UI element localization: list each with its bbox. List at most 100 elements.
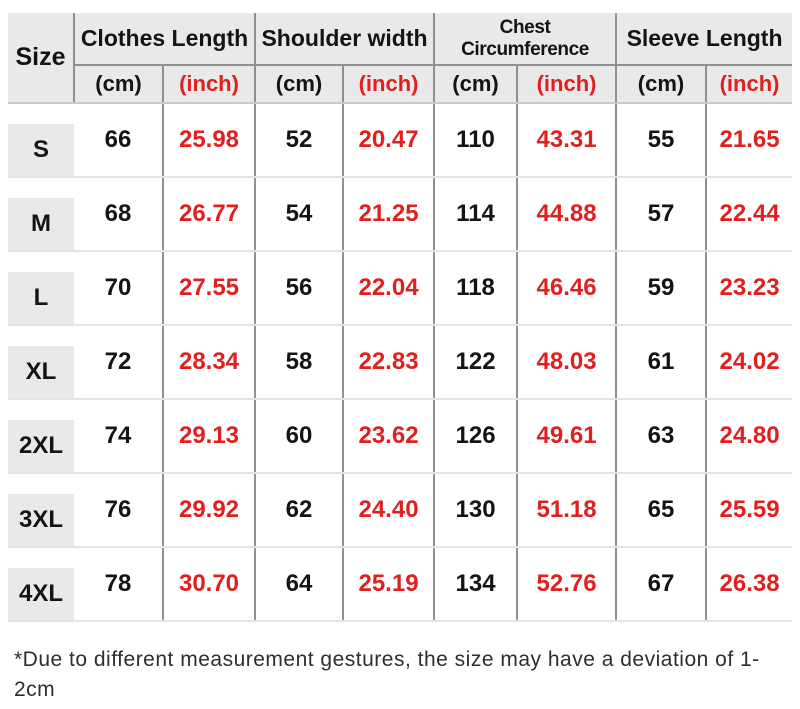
header-unit-row: (cm) (inch) (cm) (inch) (cm) (inch) (cm)…	[8, 65, 793, 104]
inch-value-cell: 51.18	[516, 473, 617, 548]
size-table-body: S 66 25.98 52 20.47 110 43.31 55 21.65 M 68 26.77 54…	[8, 103, 793, 622]
cm-value-cell: 78	[74, 547, 163, 622]
inch-value-cell: 29.13	[161, 399, 256, 474]
cm-value-cell: 57	[615, 177, 707, 252]
cm-value-cell: 122	[433, 325, 518, 400]
inch-value-cell: 21.25	[342, 177, 435, 252]
inch-value-cell: 44.88	[516, 177, 617, 252]
cm-value-cell: 72	[74, 325, 163, 400]
cm-value-cell: 118	[433, 251, 518, 326]
size-cell: M	[8, 177, 74, 252]
inch-value-cell: 27.55	[161, 251, 256, 326]
cm-value-cell: 61	[615, 325, 707, 400]
table-row: 2XL 74 29.13 60 23.62 126 49.61 63 24.80	[8, 399, 793, 474]
size-cell: S	[8, 103, 74, 178]
cm-value-cell: 66	[74, 103, 163, 178]
size-label: XL	[8, 346, 74, 398]
unit-header-cm: (cm)	[433, 65, 518, 104]
column-header-sleeve-length: Sleeve Length	[615, 13, 793, 66]
group-label: Chest Circumference	[461, 16, 589, 60]
size-cell: 3XL	[8, 473, 74, 548]
unit-header-inch: (inch)	[161, 65, 256, 104]
cm-value-cell: 67	[615, 547, 707, 622]
cm-value-cell: 56	[254, 251, 344, 326]
table-row: M 68 26.77 54 21.25 114 44.88 57 22.44	[8, 177, 793, 252]
cm-value-cell: 68	[74, 177, 163, 252]
inch-value-cell: 20.47	[342, 103, 435, 178]
table-row: 3XL 76 29.92 62 24.40 130 51.18 65 25.59	[8, 473, 793, 548]
cm-value-cell: 60	[254, 399, 344, 474]
cm-value-cell: 134	[433, 547, 518, 622]
size-label: 2XL	[8, 420, 74, 472]
cm-value-cell: 114	[433, 177, 518, 252]
inch-value-cell: 22.83	[342, 325, 435, 400]
column-header-size: Size	[8, 13, 75, 104]
inch-value-cell: 23.23	[705, 251, 793, 326]
inch-value-cell: 24.40	[342, 473, 435, 548]
inch-value-cell: 46.46	[516, 251, 617, 326]
size-cell: 4XL	[8, 547, 74, 622]
table-row: S 66 25.98 52 20.47 110 43.31 55 21.65	[8, 103, 793, 178]
cm-value-cell: 126	[433, 399, 518, 474]
unit-header-inch: (inch)	[342, 65, 435, 104]
column-header-chest-circumference: Chest Circumference	[433, 13, 617, 66]
inch-value-cell: 49.61	[516, 399, 617, 474]
unit-header-inch: (inch)	[705, 65, 793, 104]
cm-value-cell: 54	[254, 177, 344, 252]
unit-header-cm: (cm)	[254, 65, 344, 104]
footnote-line-1: *Due to different measurement gestures, …	[14, 648, 760, 701]
inch-value-cell: 48.03	[516, 325, 617, 400]
inch-value-cell: 23.62	[342, 399, 435, 474]
footnote: *Due to different measurement gestures, …	[14, 645, 786, 709]
inch-value-cell: 26.38	[705, 547, 793, 622]
table-row: L 70 27.55 56 22.04 118 46.46 59 23.23	[8, 251, 793, 326]
unit-header-cm: (cm)	[615, 65, 707, 104]
size-cell: 2XL	[8, 399, 74, 474]
size-label: M	[8, 198, 74, 250]
inch-value-cell: 52.76	[516, 547, 617, 622]
inch-value-cell: 25.59	[705, 473, 793, 548]
group-label: Shoulder width	[261, 25, 428, 51]
unit-header-cm: (cm)	[74, 65, 163, 104]
size-chart-table: Size Clothes Length Shoulder width Chest…	[8, 13, 793, 622]
inch-value-cell: 30.70	[161, 547, 256, 622]
cm-value-cell: 52	[254, 103, 344, 178]
inch-value-cell: 22.44	[705, 177, 793, 252]
cm-value-cell: 59	[615, 251, 707, 326]
inch-value-cell: 24.80	[705, 399, 793, 474]
inch-value-cell: 28.34	[161, 325, 256, 400]
cm-value-cell: 65	[615, 473, 707, 548]
inch-value-cell: 22.04	[342, 251, 435, 326]
inch-value-cell: 43.31	[516, 103, 617, 178]
inch-value-cell: 25.19	[342, 547, 435, 622]
cm-value-cell: 55	[615, 103, 707, 178]
unit-header-inch: (inch)	[516, 65, 617, 104]
cm-value-cell: 64	[254, 547, 344, 622]
cm-value-cell: 130	[433, 473, 518, 548]
cm-value-cell: 70	[74, 251, 163, 326]
size-label: 3XL	[8, 494, 74, 546]
size-cell: XL	[8, 325, 74, 400]
inch-value-cell: 21.65	[705, 103, 793, 178]
cm-value-cell: 110	[433, 103, 518, 178]
inch-value-cell: 25.98	[161, 103, 256, 178]
inch-value-cell: 24.02	[705, 325, 793, 400]
table-row: 4XL 78 30.70 64 25.19 134 52.76 67 26.38	[8, 547, 793, 622]
cm-value-cell: 76	[74, 473, 163, 548]
cm-value-cell: 62	[254, 473, 344, 548]
header-group-row: Size Clothes Length Shoulder width Chest…	[8, 13, 793, 104]
group-label: Clothes Length	[80, 25, 249, 51]
inch-value-cell: 26.77	[161, 177, 256, 252]
column-header-clothes-length: Clothes Length	[74, 13, 256, 66]
group-label: Sleeve Length	[626, 25, 783, 51]
cm-value-cell: 63	[615, 399, 707, 474]
cm-value-cell: 74	[74, 399, 163, 474]
cm-value-cell: 58	[254, 325, 344, 400]
table-row: XL 72 28.34 58 22.83 122 48.03 61 24.02	[8, 325, 793, 400]
size-label: 4XL	[8, 568, 74, 620]
size-cell: L	[8, 251, 74, 326]
column-header-shoulder-width: Shoulder width	[254, 13, 435, 66]
size-label: L	[8, 272, 74, 324]
inch-value-cell: 29.92	[161, 473, 256, 548]
